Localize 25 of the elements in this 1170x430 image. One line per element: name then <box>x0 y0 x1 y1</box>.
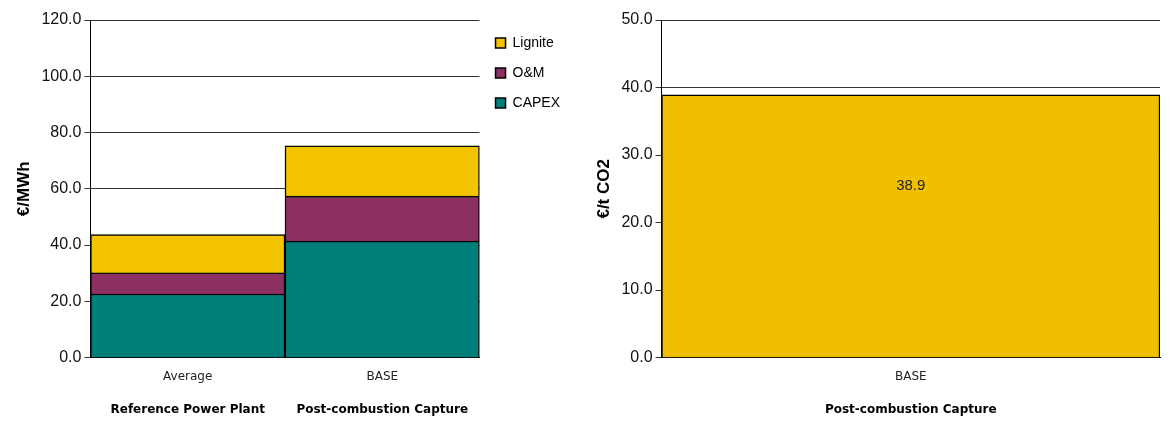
y-tick-label: 0.0 <box>59 348 82 366</box>
y-tick-label: 20.0 <box>621 212 653 230</box>
y-tick-label: 10.0 <box>621 280 653 298</box>
legend-label: Lignite <box>512 33 555 50</box>
y-tick-label: 100.0 <box>41 66 82 84</box>
x-tick-label: Average <box>163 368 213 383</box>
x-tick-label: BASE <box>894 368 927 383</box>
y-axis-title: €/MWh <box>13 161 33 217</box>
y-tick-label: 30.0 <box>621 145 653 163</box>
legend-label: CAPEX <box>512 93 561 110</box>
y-tick-label: 60.0 <box>50 179 82 197</box>
y-tick-label: 20.0 <box>50 291 82 309</box>
y-tick-label: 40.0 <box>50 235 82 253</box>
y-axis-title: €/t CO2 <box>593 159 613 219</box>
text: Post-combustion Capture <box>824 402 997 417</box>
text: Post-combustion Capture <box>296 402 469 417</box>
data-label: 38.9 <box>896 176 926 194</box>
y-tick-label: 120.0 <box>41 10 82 28</box>
y-tick-label: 50.0 <box>621 10 653 28</box>
legend-label: O&M <box>512 63 545 80</box>
text: Reference Power Plant <box>110 402 266 417</box>
y-tick-label: 0.0 <box>630 348 653 366</box>
y-tick-label: 40.0 <box>621 77 653 95</box>
x-tick-label: BASE <box>366 368 399 383</box>
y-tick-label: 80.0 <box>50 122 82 140</box>
